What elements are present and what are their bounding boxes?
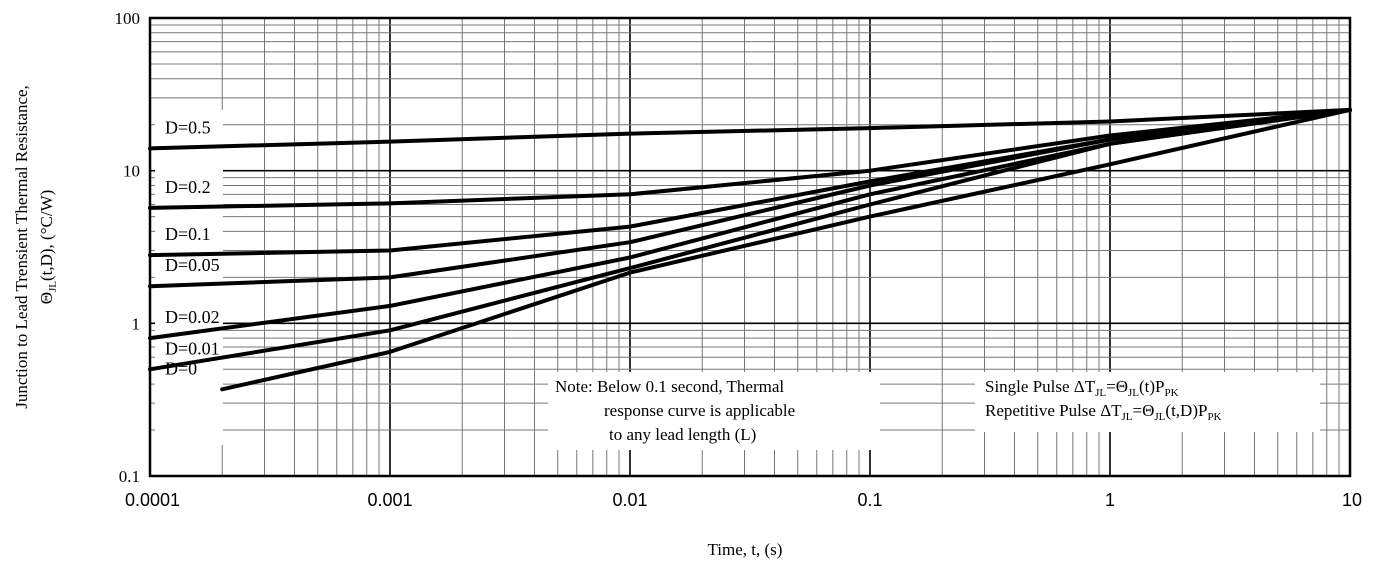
y-axis-label-line-1: Junction to Lead Trensient Thermal Resis… xyxy=(12,85,31,409)
y-tick-label: 100 xyxy=(115,9,141,28)
y-axis-label-line-2: ΘJL(t,D), (°C/W) xyxy=(37,190,59,305)
x-tick-labels: 0.0001 0.001 0.01 0.1 1 10 xyxy=(125,490,1362,510)
note-line-3: to any lead length (L) xyxy=(609,425,756,444)
x-axis-label: Time, t, (s) xyxy=(708,540,783,559)
formula-repetitive-pulse: Repetitive Pulse ΔTJL=ΘJL(t,D)PPK xyxy=(985,401,1222,423)
x-tick-label: 10 xyxy=(1342,490,1362,510)
x-tick-label: 1 xyxy=(1105,490,1115,510)
series-label: D=0.01 xyxy=(165,338,220,358)
formula-box xyxy=(975,372,1320,432)
x-tick-label: 0.001 xyxy=(367,490,412,510)
series-label: D=0.1 xyxy=(165,224,211,244)
series-line xyxy=(148,107,1352,210)
y-tick-label: 10 xyxy=(123,162,140,181)
series-label: D=0.2 xyxy=(165,177,211,197)
series-line xyxy=(220,107,1352,392)
x-tick-label: 0.0001 xyxy=(125,490,180,510)
series-line xyxy=(148,107,1352,289)
series-label: D=0 xyxy=(165,358,197,378)
series-labels: D=0.5 D=0.2 D=0.1 D=0.05 D=0.02 D=0.01D=0 xyxy=(165,117,220,378)
series-lines xyxy=(148,107,1352,392)
note-line-1: Note: Below 0.1 second, Thermal xyxy=(555,377,784,396)
x-tick-label: 0.01 xyxy=(612,490,647,510)
formula-single-pulse: Single Pulse ΔTJL=ΘJL(t)PPK xyxy=(985,377,1179,399)
y-tick-label: 0.1 xyxy=(119,467,140,486)
x-tick-label: 0.1 xyxy=(857,490,882,510)
series-label-box xyxy=(155,110,223,445)
series-label: D=0.05 xyxy=(165,255,220,275)
note-line-2: response curve is applicable xyxy=(604,401,795,420)
series-line xyxy=(148,107,1352,151)
series-line xyxy=(148,107,1352,372)
note-box xyxy=(548,372,880,450)
series-label: D=0.02 xyxy=(165,307,220,327)
y-tick-label: 1 xyxy=(132,314,141,333)
plot-frame xyxy=(148,16,1352,478)
y-tick-labels: 0.1 1 10 100 xyxy=(115,9,141,486)
series-label: D=0.5 xyxy=(165,117,211,137)
